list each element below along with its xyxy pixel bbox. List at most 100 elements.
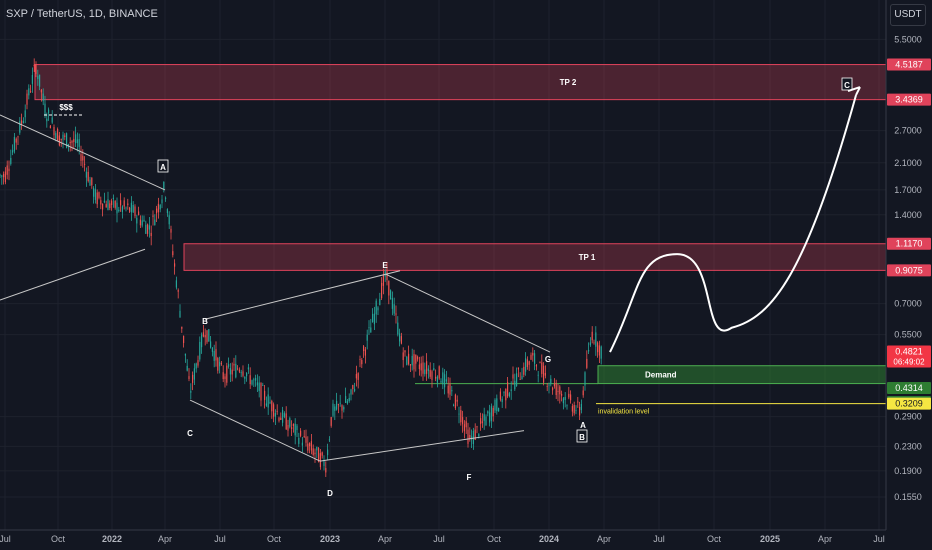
candle-body bbox=[483, 414, 485, 421]
candle-body bbox=[539, 362, 541, 364]
candle-body bbox=[575, 410, 577, 412]
candle-body bbox=[319, 453, 321, 468]
trendline bbox=[0, 248, 146, 301]
candle-body bbox=[172, 251, 174, 256]
candle-body bbox=[600, 346, 602, 359]
candle-body bbox=[345, 396, 347, 403]
currency-selector[interactable]: USDT bbox=[890, 4, 926, 26]
candle-body bbox=[85, 171, 87, 178]
candle-body bbox=[109, 203, 111, 209]
candle-body bbox=[271, 400, 273, 412]
candle-body bbox=[379, 298, 381, 306]
candle-body bbox=[512, 374, 514, 379]
wave-label: D bbox=[327, 489, 333, 498]
price-label-badge bbox=[887, 397, 931, 410]
trendline bbox=[189, 399, 321, 462]
candle-body bbox=[440, 381, 442, 383]
candle-body bbox=[204, 335, 206, 338]
candle-body bbox=[211, 347, 213, 352]
candle-body bbox=[238, 369, 240, 372]
candle-body bbox=[130, 202, 132, 213]
candle-body bbox=[282, 410, 284, 423]
candle-body bbox=[87, 171, 89, 182]
candle-body bbox=[292, 424, 294, 426]
wave-label: E bbox=[382, 261, 388, 270]
candle-body bbox=[226, 365, 228, 383]
candle-body bbox=[534, 353, 536, 364]
candle-body bbox=[388, 280, 390, 296]
candle-body bbox=[193, 368, 195, 380]
time-axis-tick-label: Jul bbox=[873, 534, 885, 544]
price-label-badge bbox=[887, 382, 931, 394]
candle-body bbox=[517, 367, 519, 370]
candle-body bbox=[251, 380, 253, 385]
candle-body bbox=[310, 441, 312, 451]
candle-body bbox=[215, 349, 217, 361]
candle-body bbox=[157, 203, 159, 213]
candle-body bbox=[103, 200, 105, 203]
grid-lines bbox=[0, 0, 886, 530]
candle-body bbox=[364, 349, 366, 356]
candle-body bbox=[100, 200, 102, 205]
candle-body bbox=[478, 434, 480, 437]
candle-body bbox=[58, 135, 60, 146]
wave-label: $$$ bbox=[59, 103, 73, 112]
candle-body bbox=[159, 204, 161, 210]
candle-body bbox=[24, 110, 26, 118]
candle-body bbox=[62, 134, 64, 140]
candle-body bbox=[229, 368, 231, 375]
candle-body bbox=[357, 373, 359, 380]
candle-body bbox=[267, 394, 269, 408]
time-axis-tick-label: 2022 bbox=[102, 534, 122, 544]
candle-body bbox=[355, 374, 357, 379]
candle-body bbox=[372, 313, 374, 323]
candle-body bbox=[247, 367, 249, 370]
candle-body bbox=[559, 386, 561, 395]
candle-body bbox=[210, 341, 212, 348]
candle-body bbox=[336, 400, 338, 410]
candle-body bbox=[298, 437, 300, 444]
candle-body bbox=[219, 361, 221, 367]
candle-body bbox=[586, 358, 588, 368]
wave-label: B bbox=[579, 433, 585, 442]
candle-body bbox=[537, 374, 539, 376]
candle-body bbox=[305, 436, 307, 443]
candle-body bbox=[13, 136, 15, 152]
candle-body bbox=[60, 138, 62, 140]
candle-body bbox=[123, 200, 125, 207]
candle-body bbox=[445, 379, 447, 382]
candle-body bbox=[530, 354, 532, 360]
time-axis-tick-label: Apr bbox=[818, 534, 832, 544]
candle-body bbox=[557, 390, 559, 392]
candle-body bbox=[199, 341, 201, 360]
price-axis-tick-label: 0.5500 bbox=[894, 330, 922, 340]
candle-body bbox=[339, 402, 341, 404]
candle-body bbox=[449, 383, 451, 395]
candle-body bbox=[76, 139, 78, 144]
candle-body bbox=[366, 334, 368, 341]
candle-body bbox=[426, 361, 428, 374]
price-label-text: 4.5187 bbox=[895, 60, 923, 70]
candle-body bbox=[334, 406, 336, 411]
candle-body bbox=[413, 354, 415, 370]
wave-label: C bbox=[187, 429, 193, 438]
price-label-text: 0.9075 bbox=[895, 265, 923, 275]
price-label-badge bbox=[887, 345, 931, 368]
candle-body bbox=[348, 397, 350, 402]
time-axis-tick-label: Jul bbox=[214, 534, 226, 544]
trendline bbox=[0, 114, 166, 191]
candle-body bbox=[84, 163, 86, 165]
zone-tp-2 bbox=[34, 64, 887, 101]
candle-body bbox=[476, 426, 478, 428]
candle-body bbox=[31, 74, 33, 84]
candle-body bbox=[384, 271, 386, 277]
candle-body bbox=[422, 362, 424, 374]
candle-body bbox=[265, 403, 267, 406]
candle-body bbox=[435, 376, 437, 379]
candle-body bbox=[75, 134, 77, 144]
candle-body bbox=[222, 372, 224, 380]
candle-body bbox=[361, 359, 363, 365]
candle-body bbox=[147, 224, 149, 234]
projection-path bbox=[609, 94, 857, 353]
